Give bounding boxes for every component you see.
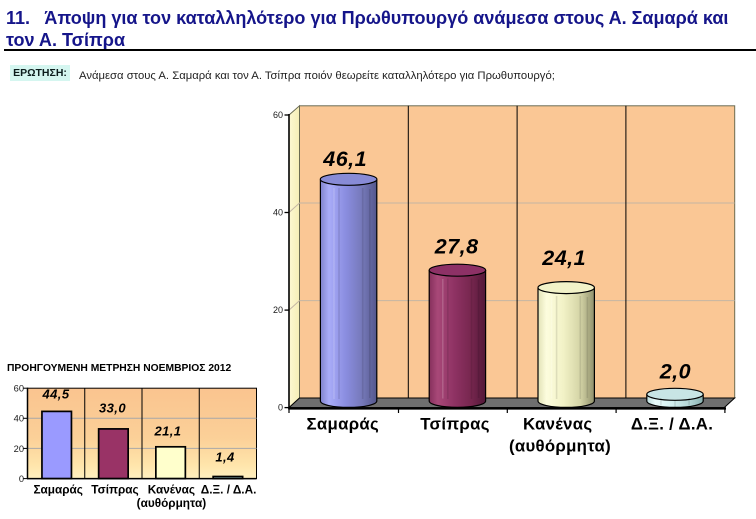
svg-text:21,1: 21,1: [153, 423, 181, 438]
svg-text:44,5: 44,5: [42, 386, 70, 401]
svg-text:60: 60: [273, 110, 283, 120]
svg-text:20: 20: [14, 444, 24, 454]
svg-text:40: 40: [273, 207, 283, 217]
svg-text:0: 0: [278, 403, 283, 413]
svg-text:Σαμαράς: Σαμαράς: [307, 415, 380, 434]
svg-text:Δ.Ξ. / Δ.Α.: Δ.Ξ. / Δ.Α.: [631, 415, 713, 434]
svg-text:Τσίπρας: Τσίπρας: [91, 483, 138, 497]
svg-text:1,4: 1,4: [215, 449, 235, 464]
svg-text:60: 60: [14, 384, 24, 394]
svg-text:Κανένας: Κανένας: [523, 415, 592, 434]
svg-text:Τσίπρας: Τσίπρας: [420, 415, 490, 434]
svg-text:0: 0: [19, 474, 24, 484]
svg-text:Κανένας: Κανένας: [148, 483, 195, 497]
svg-text:33,0: 33,0: [99, 401, 126, 416]
svg-text:27,8: 27,8: [434, 234, 479, 258]
svg-text:40: 40: [14, 414, 24, 424]
svg-text:(αυθόρμητα): (αυθόρμητα): [137, 496, 207, 510]
svg-text:2,0: 2,0: [659, 359, 691, 383]
svg-text:Σαμαράς: Σαμαράς: [33, 483, 83, 497]
svg-text:20: 20: [273, 305, 283, 315]
svg-text:(αυθόρμητα): (αυθόρμητα): [509, 437, 611, 456]
svg-text:Δ.Ξ. / Δ.Α.: Δ.Ξ. / Δ.Α.: [201, 483, 257, 497]
svg-text:46,1: 46,1: [322, 147, 367, 171]
svg-text:24,1: 24,1: [541, 246, 586, 270]
